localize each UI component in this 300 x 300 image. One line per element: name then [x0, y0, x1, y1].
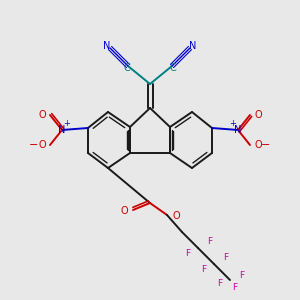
Text: N: N — [103, 41, 111, 51]
Text: O: O — [38, 140, 46, 150]
Text: F: F — [218, 278, 223, 287]
Text: N: N — [234, 125, 242, 135]
Text: F: F — [201, 266, 207, 274]
Text: −: − — [261, 140, 271, 150]
Text: F: F — [232, 284, 238, 292]
Text: C: C — [169, 63, 176, 73]
Text: O: O — [254, 140, 262, 150]
Text: F: F — [185, 250, 190, 259]
Text: F: F — [207, 238, 213, 247]
Text: +: + — [230, 119, 236, 128]
Text: F: F — [239, 271, 244, 280]
Text: O: O — [254, 110, 262, 120]
Text: +: + — [64, 119, 70, 128]
Text: O: O — [120, 206, 128, 216]
Text: −: − — [29, 140, 39, 150]
Text: N: N — [189, 41, 197, 51]
Text: O: O — [172, 211, 180, 221]
Text: C: C — [124, 63, 130, 73]
Text: N: N — [58, 125, 66, 135]
Text: O: O — [38, 110, 46, 120]
Text: F: F — [224, 254, 229, 262]
